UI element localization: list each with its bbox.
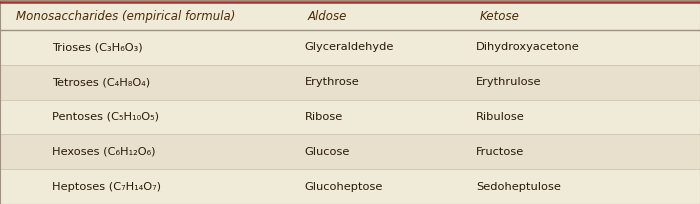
- Bar: [0, 30, 700, 65]
- Text: Pentoses (C₅H₁₀O₅): Pentoses (C₅H₁₀O₅): [52, 112, 160, 122]
- Text: Hexoses (C₆H₁₂O₆): Hexoses (C₆H₁₂O₆): [52, 147, 156, 157]
- Text: Erythrulose: Erythrulose: [476, 77, 542, 87]
- Bar: [0, 100, 700, 134]
- Text: Ketose: Ketose: [480, 10, 519, 23]
- Text: Monosaccharides (empirical formula): Monosaccharides (empirical formula): [16, 10, 235, 23]
- Text: Aldose: Aldose: [308, 10, 347, 23]
- Text: Dihydroxyacetone: Dihydroxyacetone: [476, 42, 580, 52]
- Text: Fructose: Fructose: [476, 147, 524, 157]
- Bar: [0, 169, 700, 204]
- Text: Erythrose: Erythrose: [304, 77, 359, 87]
- Text: Tetroses (C₄H₈O₄): Tetroses (C₄H₈O₄): [52, 77, 150, 87]
- Text: Trioses (C₃H₆O₃): Trioses (C₃H₆O₃): [52, 42, 143, 52]
- Text: Glucose: Glucose: [304, 147, 350, 157]
- Text: Glucoheptose: Glucoheptose: [304, 182, 383, 192]
- Text: Sedoheptulose: Sedoheptulose: [476, 182, 561, 192]
- Text: Ribulose: Ribulose: [476, 112, 525, 122]
- Text: Glyceraldehyde: Glyceraldehyde: [304, 42, 394, 52]
- Bar: [0, 134, 700, 169]
- Bar: [0, 65, 700, 100]
- Text: Heptoses (C₇H₁₄O₇): Heptoses (C₇H₁₄O₇): [52, 182, 162, 192]
- Text: Ribose: Ribose: [304, 112, 343, 122]
